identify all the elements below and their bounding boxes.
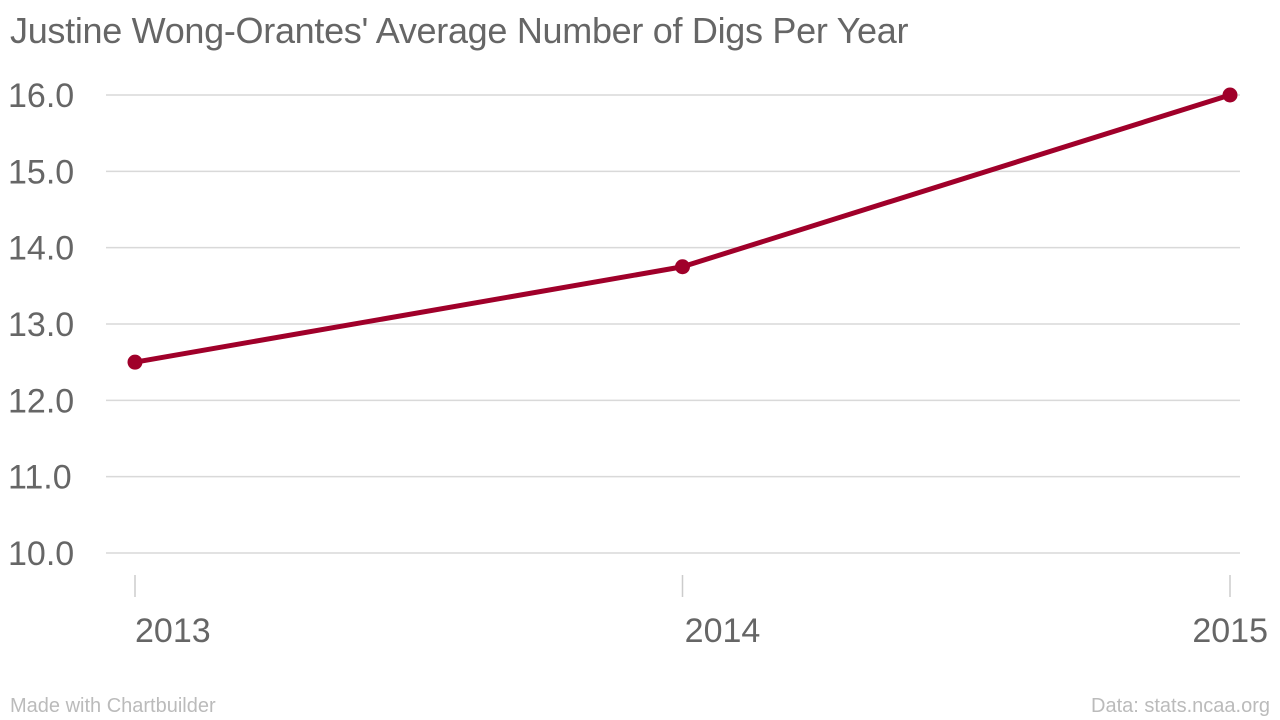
- data-series: [127, 87, 1238, 370]
- line-chart: 10.011.012.013.014.015.016.0 2013 2014 201…: [8, 77, 1268, 650]
- data-point: [127, 354, 143, 370]
- data-point: [1222, 87, 1238, 103]
- x-tick-label: 2015: [1192, 612, 1268, 650]
- x-tick-label: 2014: [685, 612, 761, 650]
- x-axis-ticks: 2013 2014 2015: [134, 575, 1268, 650]
- chart-title: Justine Wong-Orantes' Average Number of …: [10, 10, 909, 51]
- data-source: Data: stats.ncaa.org: [1091, 695, 1270, 717]
- gridlines: [106, 94, 1240, 554]
- y-tick-label: 16.0: [8, 77, 74, 115]
- data-point: [675, 259, 690, 275]
- x-tick-label: 2013: [135, 612, 211, 650]
- y-tick-label: 14.0: [8, 230, 74, 268]
- y-tick-label: 12.0: [8, 382, 74, 420]
- y-tick-label: 13.0: [8, 306, 74, 344]
- series-line: [132, 92, 1233, 365]
- y-tick-label: 11.0: [8, 459, 72, 497]
- y-axis-ticks: 10.0 11.0 12.0 13.0 14.0 15.0 16.0: [8, 77, 74, 573]
- chartbuilder-credit: Made with Chartbuilder: [10, 695, 216, 717]
- y-tick-label: 10.0: [8, 535, 74, 573]
- y-tick-label: 15.0: [8, 153, 74, 191]
